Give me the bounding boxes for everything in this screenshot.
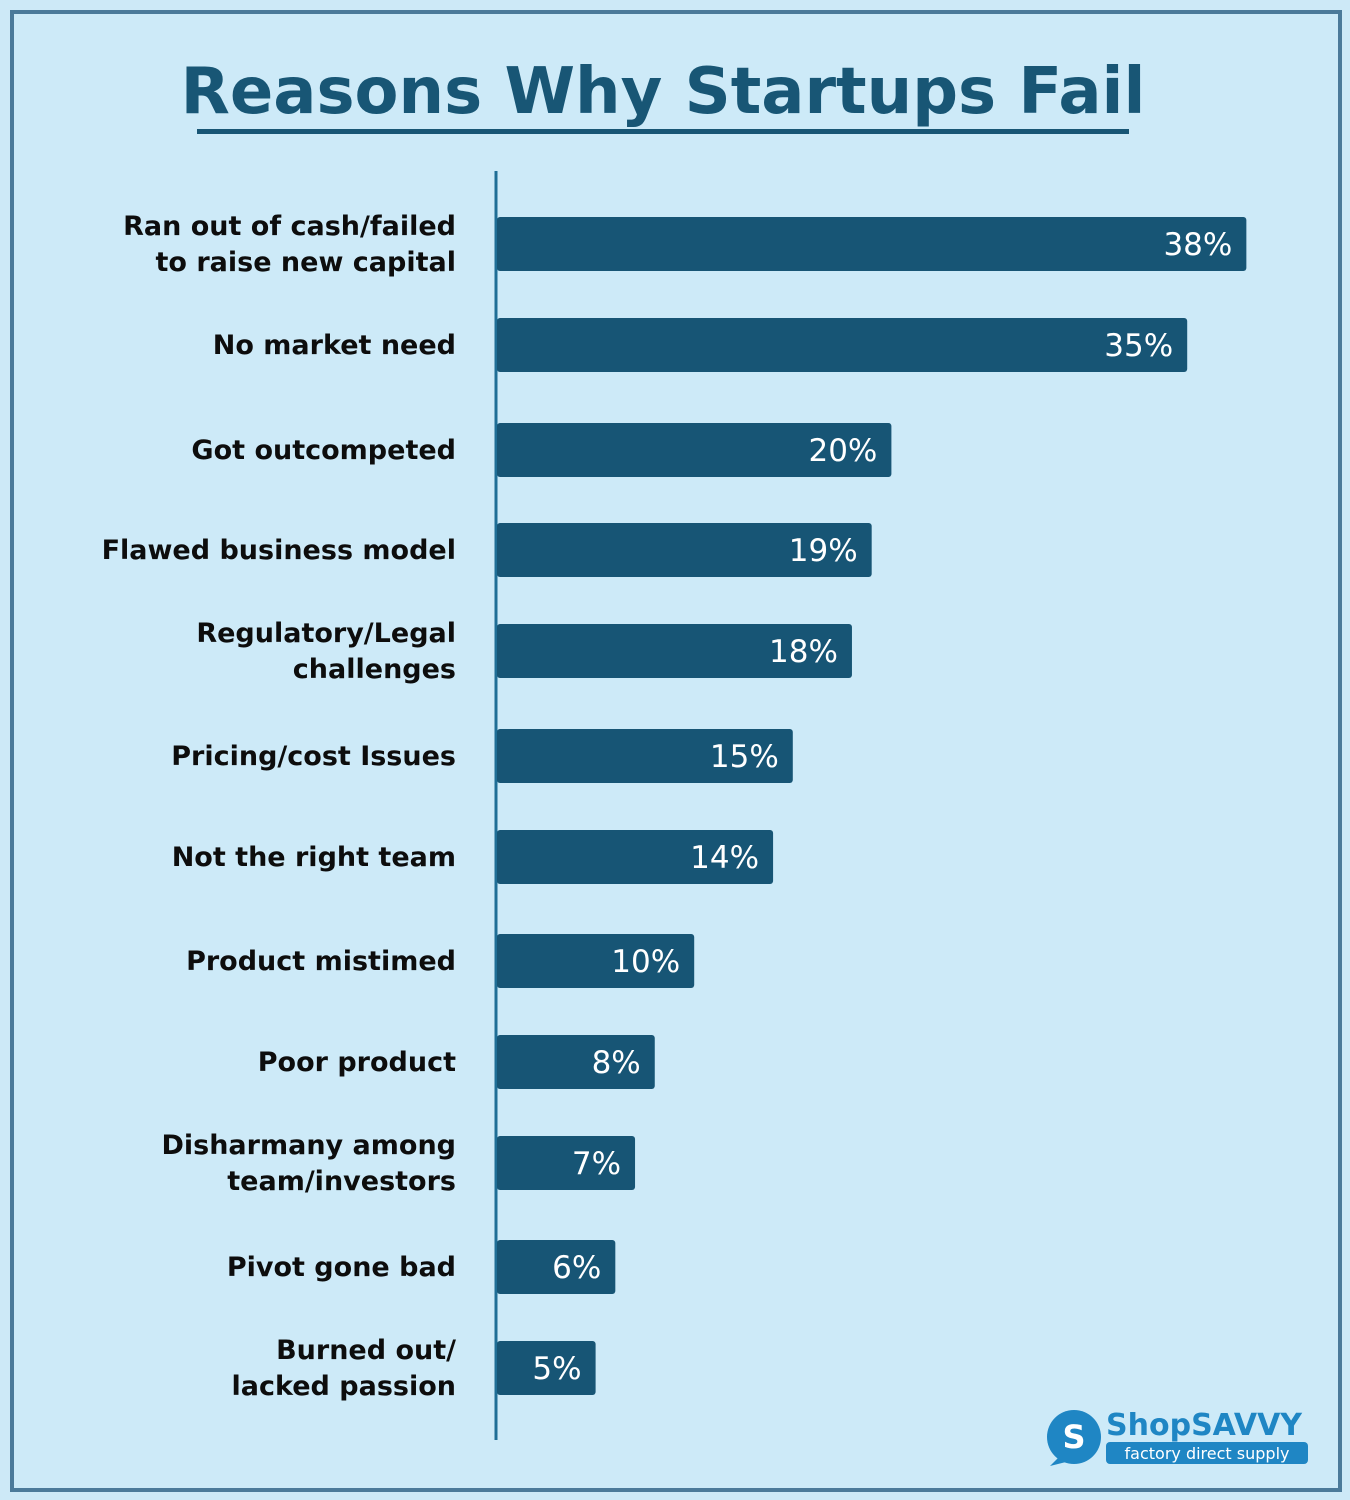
category-label-line: Pivot gone bad: [227, 1252, 456, 1283]
brand-tagline: factory direct supply: [1125, 1444, 1290, 1463]
category-label-1: Ran out of cash/failed to raise new capit…: [123, 211, 456, 278]
chart-title: Reasons Why Startups Fail: [181, 55, 1146, 129]
category-label-line: Product mistimed: [186, 946, 456, 977]
category-label-line: to raise new capital: [156, 247, 457, 278]
bar-9: [497, 1035, 655, 1089]
category-label-line: team/investors: [227, 1166, 456, 1197]
category-label-line: Poor product: [258, 1047, 456, 1078]
logo-bubble-tail: [1050, 1458, 1066, 1466]
category-label-line: Regulatory/Legal: [196, 618, 456, 649]
bar-value-label-4: 19%: [789, 533, 858, 569]
category-label-line: Pricing/cost Issues: [171, 741, 456, 772]
bar-6: [497, 729, 793, 783]
bar-value-label-10: 7%: [572, 1146, 621, 1182]
category-label-line: Not the right team: [172, 842, 456, 873]
category-label-3: Got outcompeted: [191, 435, 456, 466]
shopsavvy-s-logo-icon: [1047, 1410, 1101, 1464]
bar-value-label-8: 10%: [611, 944, 680, 980]
logo-s-glyph: S: [1062, 1418, 1085, 1456]
category-label-line: Disharmany among: [161, 1130, 456, 1161]
bar-value-label-11: 6%: [552, 1250, 601, 1286]
category-label-line: No market need: [213, 330, 456, 361]
bar-value-label-3: 20%: [808, 433, 877, 469]
category-label-11: Pivot gone bad: [227, 1252, 456, 1283]
bar-11: [497, 1240, 616, 1294]
category-label-line: Got outcompeted: [191, 435, 456, 466]
bar-2: [497, 318, 1188, 372]
bars-group: 38% Ran out of cash/failed to raise new ca…: [102, 211, 1247, 1402]
category-label-10: Disharmany among team/investors: [161, 1130, 456, 1197]
bar-4: [497, 523, 872, 577]
category-label-line: Burned out/: [276, 1335, 456, 1366]
category-label-12: Burned out/lacked passion: [232, 1335, 457, 1402]
category-label-line: challenges: [293, 654, 456, 685]
bar-1: [497, 217, 1247, 271]
category-label-line: Flawed business model: [102, 535, 456, 566]
bar-value-label-7: 14%: [690, 840, 759, 876]
category-label-7: Not the right team: [172, 842, 456, 873]
bar-value-label-1: 38%: [1163, 227, 1232, 263]
category-label-2: No market need: [213, 330, 456, 361]
bar-value-label-2: 35%: [1104, 328, 1173, 364]
category-label-4: Flawed business model: [102, 535, 456, 566]
bar-7: [497, 830, 774, 884]
brand-name-savvy: SAVVY: [1191, 1408, 1303, 1443]
tagline-box: [1106, 1442, 1308, 1464]
bar-5: [497, 624, 852, 678]
bar-value-label-12: 5%: [532, 1351, 581, 1387]
title-underline: [197, 129, 1129, 134]
category-label-line: lacked passion: [232, 1371, 456, 1402]
brand-name-shop: Shop: [1106, 1408, 1191, 1443]
category-label-6: Pricing/cost Issues: [171, 741, 456, 772]
bar-value-label-6: 15%: [710, 739, 779, 775]
category-label-9: Poor product: [258, 1047, 456, 1078]
category-label-8: Product mistimed: [186, 946, 456, 977]
category-label-5: Regulatory/Legal challenges: [196, 618, 456, 685]
brand-logo: S ShopSAVVY factory direct supply: [1047, 1408, 1308, 1466]
bar-8: [497, 934, 695, 988]
bar-3: [497, 423, 892, 477]
bar-value-label-9: 8%: [592, 1045, 641, 1081]
bar-10: [497, 1136, 636, 1190]
category-label-line: Ran out of cash/failed: [123, 211, 456, 242]
brand-name: ShopSAVVY: [1106, 1408, 1303, 1443]
bar-value-label-5: 18%: [769, 634, 838, 670]
bar-12: [497, 1341, 596, 1395]
